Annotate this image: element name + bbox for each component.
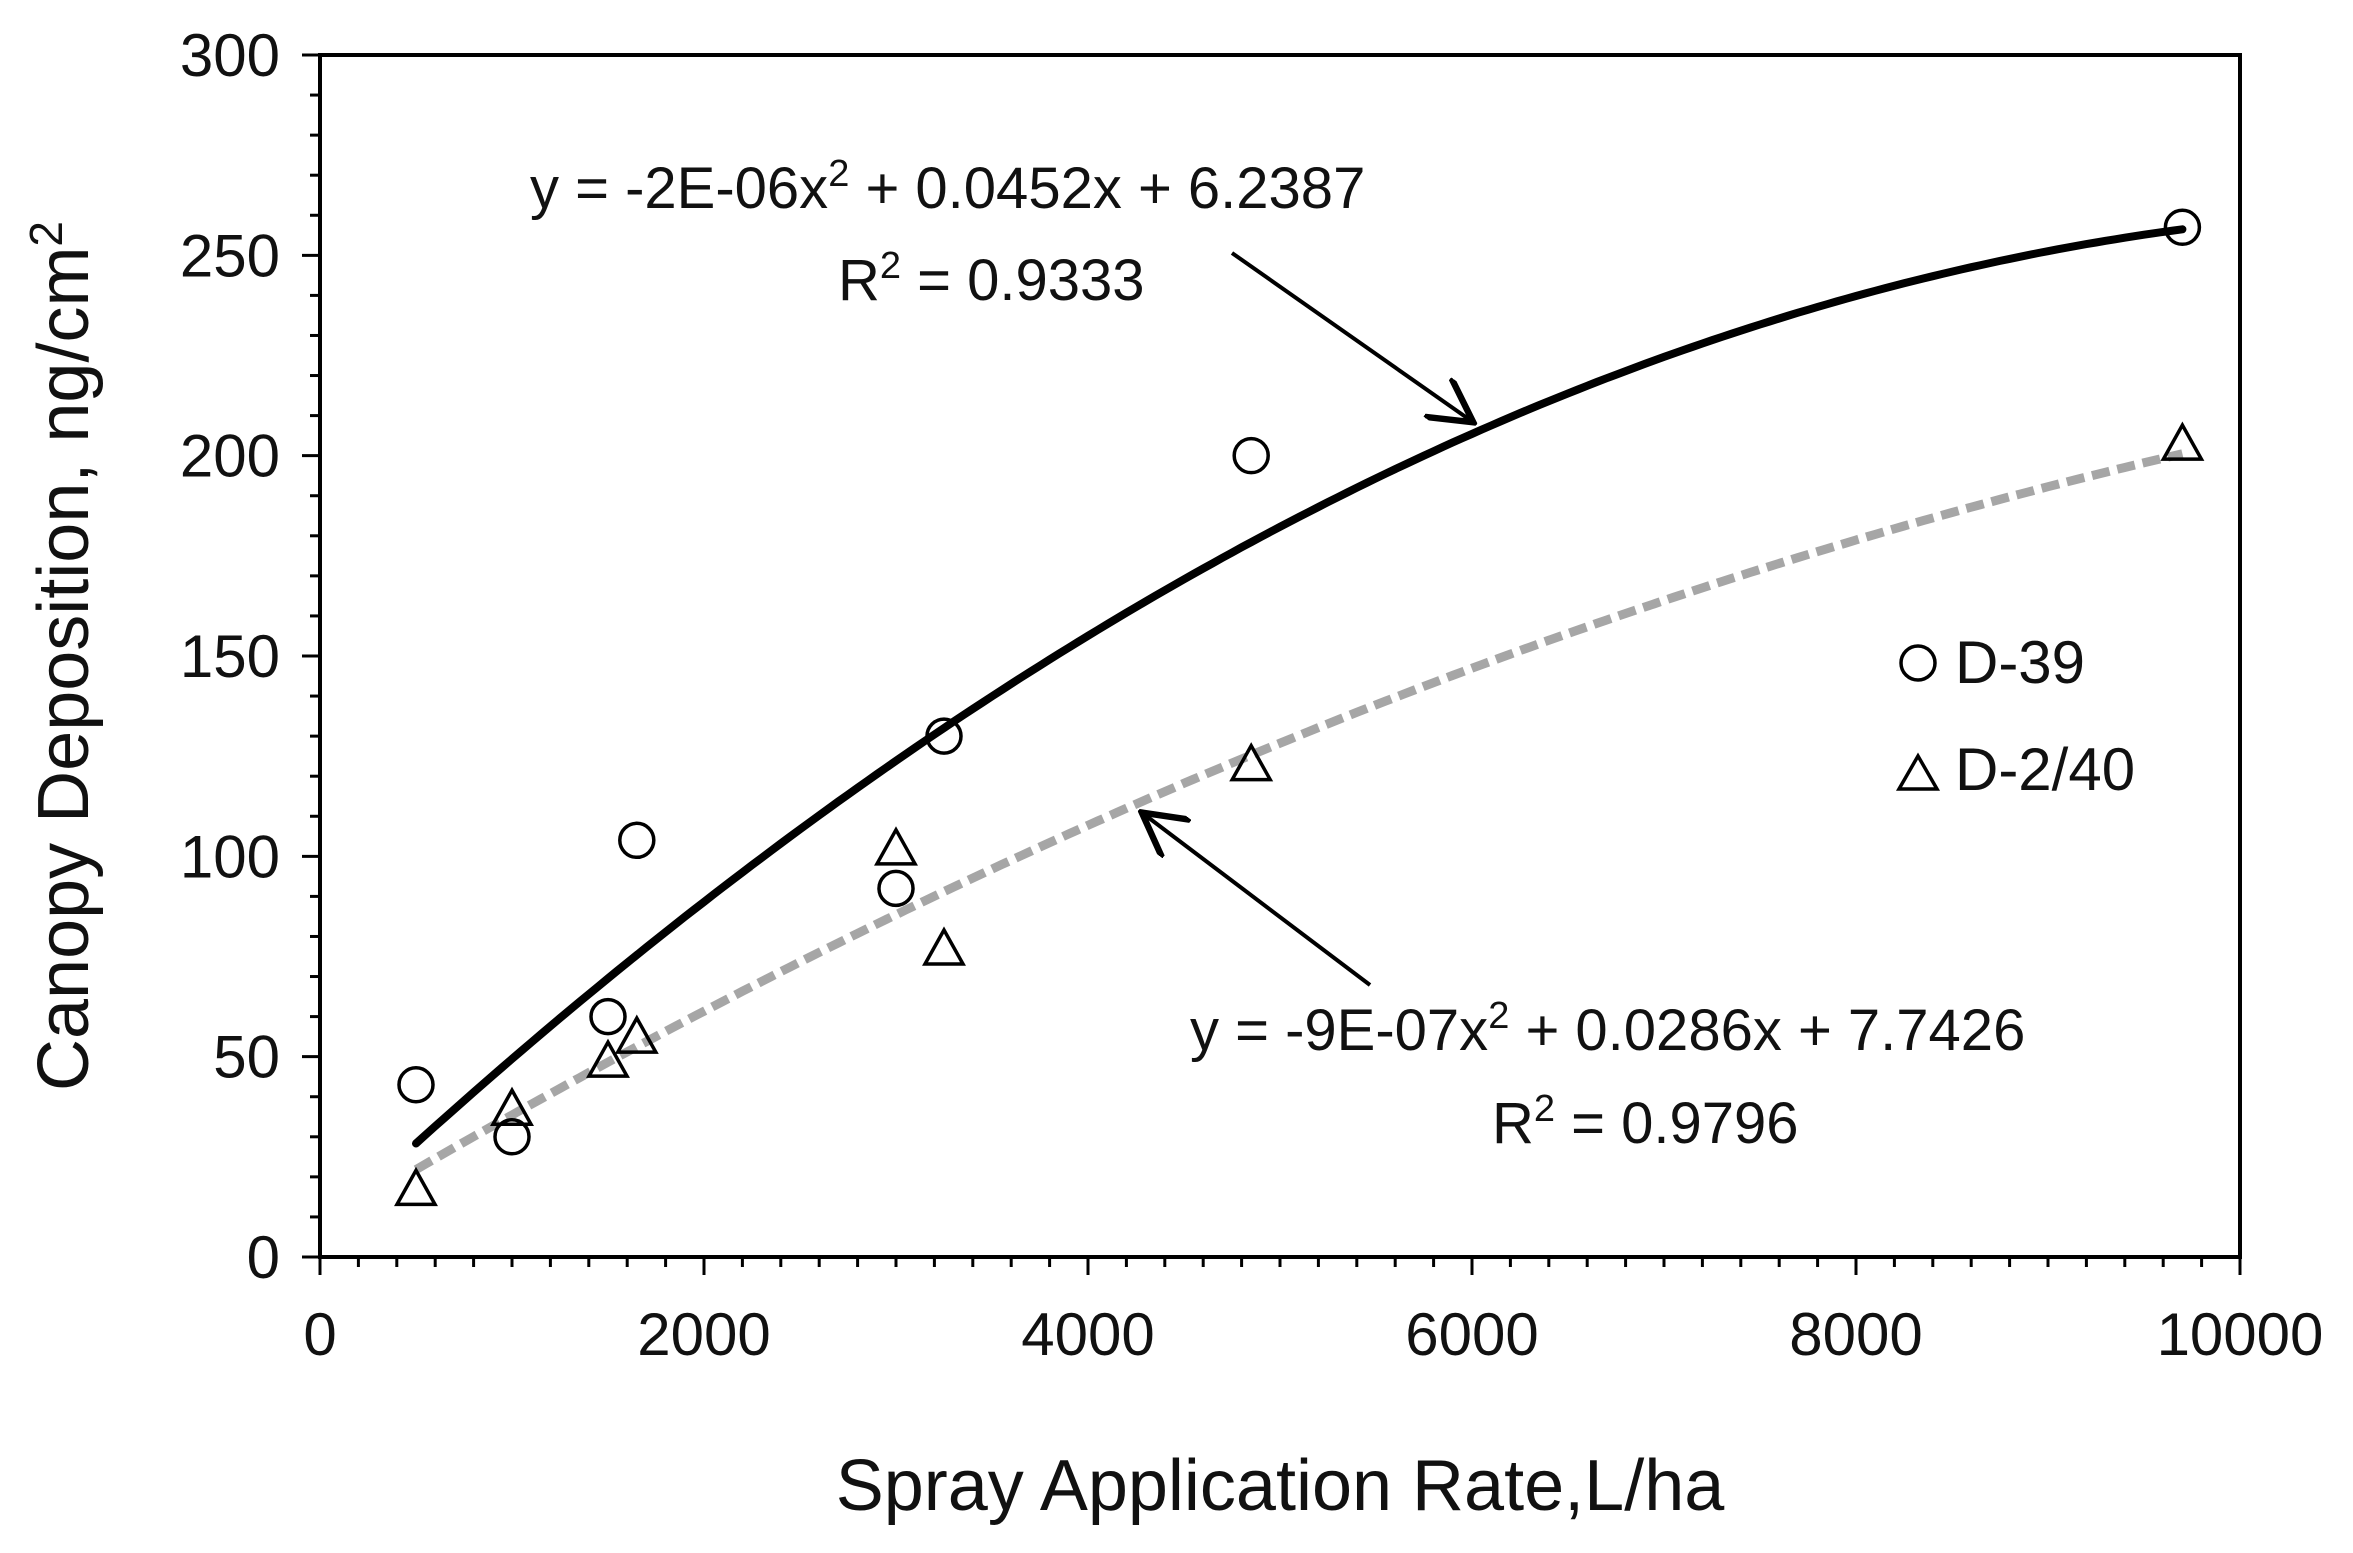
data-point-circle [493, 1118, 531, 1156]
x-axis-title: Spray Application Rate,L/ha [836, 1446, 1726, 1526]
data-point-circle [925, 717, 963, 755]
r2-d39: R2 = 0.9333 [838, 245, 1145, 313]
y-tick-label: 50 [213, 1024, 280, 1091]
axis-ticks [302, 53, 2242, 1275]
data-point-circle [589, 997, 627, 1036]
data-point-triangle [922, 926, 966, 966]
equation-d39: y = -2E-06x2 + 0.0452x + 6.2387 [530, 153, 1365, 221]
equation-d240: y = -9E-07x2 + 0.0286x + 7.7426 [1190, 995, 2025, 1063]
legend-item-d240: D-2/40 [1895, 736, 2135, 803]
x-tick-label: 8000 [1789, 1301, 1922, 1368]
trendline-d39 [412, 225, 2187, 1148]
data-point-triangle [614, 1014, 659, 1054]
x-tick-label: 6000 [1405, 1301, 1538, 1368]
equation-annotation-d240: y = -9E-07x2 + 0.0286x + 7.7426 R2 = 0.9… [1145, 815, 2025, 1156]
legend: D-39 D-2/40 [1895, 629, 2135, 803]
legend-marker-triangle [1895, 752, 1941, 791]
trendlines [412, 225, 2187, 1174]
arrow-d39 [1230, 251, 1470, 420]
data-points [394, 208, 2205, 1207]
data-point-circle [2163, 208, 2202, 247]
data-point-triangle [874, 826, 918, 866]
data-point-triangle [490, 1086, 534, 1126]
y-axis-title: Canopy Deposition, ng/cm2 [20, 221, 104, 1091]
r2-d240: R2 = 0.9796 [1492, 1088, 1799, 1156]
data-point-triangle [586, 1038, 630, 1078]
x-tick-label: 2000 [637, 1301, 770, 1368]
legend-label-d240: D-2/40 [1955, 736, 2135, 803]
data-point-circle [397, 1065, 435, 1104]
data-point-circle [618, 821, 656, 860]
data-point-circle [1232, 436, 1270, 475]
y-tick-label: 150 [180, 623, 280, 690]
x-tick-label: 10000 [2157, 1301, 2324, 1368]
equation-annotation-d39: y = -2E-06x2 + 0.0452x + 6.2387 R2 = 0.9… [530, 153, 1470, 420]
y-tick-label: 200 [180, 423, 280, 490]
data-point-circle [877, 869, 915, 908]
legend-label-d39: D-39 [1955, 629, 2085, 696]
y-tick-label: 0 [247, 1224, 280, 1291]
y-tick-label: 250 [180, 222, 280, 289]
arrow-d240 [1145, 815, 1372, 987]
data-point-triangle [1229, 742, 1274, 782]
data-point-triangle [394, 1166, 438, 1207]
legend-marker-circle [1899, 644, 1937, 682]
y-tick-label: 300 [180, 22, 280, 89]
legend-item-d39: D-39 [1899, 629, 2085, 696]
x-tick-label: 0 [303, 1301, 336, 1368]
data-point-triangle [2160, 421, 2205, 461]
y-tick-label: 100 [180, 823, 280, 890]
x-tick-label: 4000 [1021, 1301, 1154, 1368]
axis-tick-labels: 0 2000 4000 6000 8000 10000 0 50 100 150 200 250 300 [180, 22, 2324, 1368]
